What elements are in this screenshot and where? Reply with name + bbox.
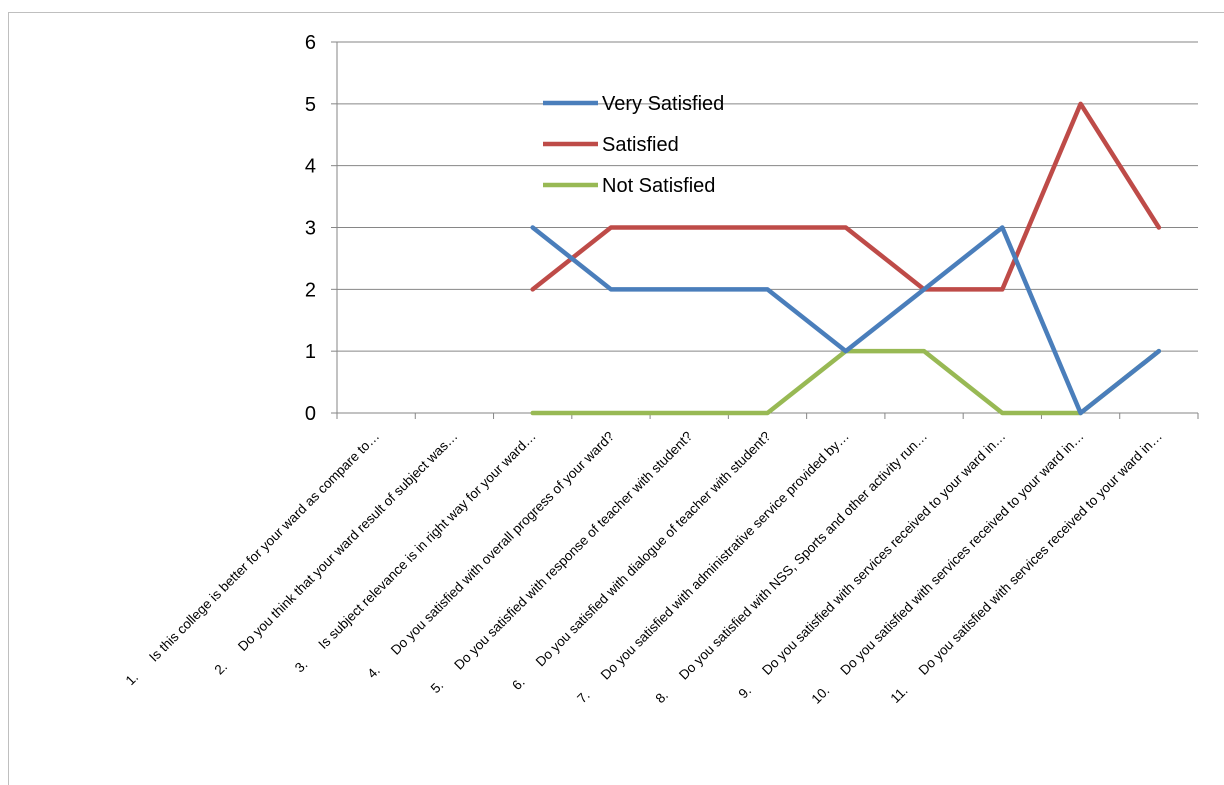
chart-border <box>8 12 1224 785</box>
series-lines <box>530 101 1162 416</box>
y-tick-label: 1 <box>305 341 316 363</box>
y-tick-label: 0 <box>305 403 316 425</box>
series-line-satisfied <box>530 101 1162 292</box>
y-tick-label: 5 <box>305 94 316 116</box>
legend-label: Very Satisfied <box>602 93 724 115</box>
y-tick-label: 4 <box>305 156 316 178</box>
legend: Very Satisfied Satisfied Not Satisfied <box>543 93 724 197</box>
y-tick-label: 3 <box>305 218 316 240</box>
legend-label: Not Satisfied <box>602 175 715 197</box>
series-line-very-satisfied <box>530 225 1162 416</box>
y-tick-label: 2 <box>305 279 316 301</box>
y-tick-labels: 0 1 2 3 4 5 6 <box>305 32 316 425</box>
legend-label: Satisfied <box>602 134 679 156</box>
y-tick-label: 6 <box>305 32 316 54</box>
